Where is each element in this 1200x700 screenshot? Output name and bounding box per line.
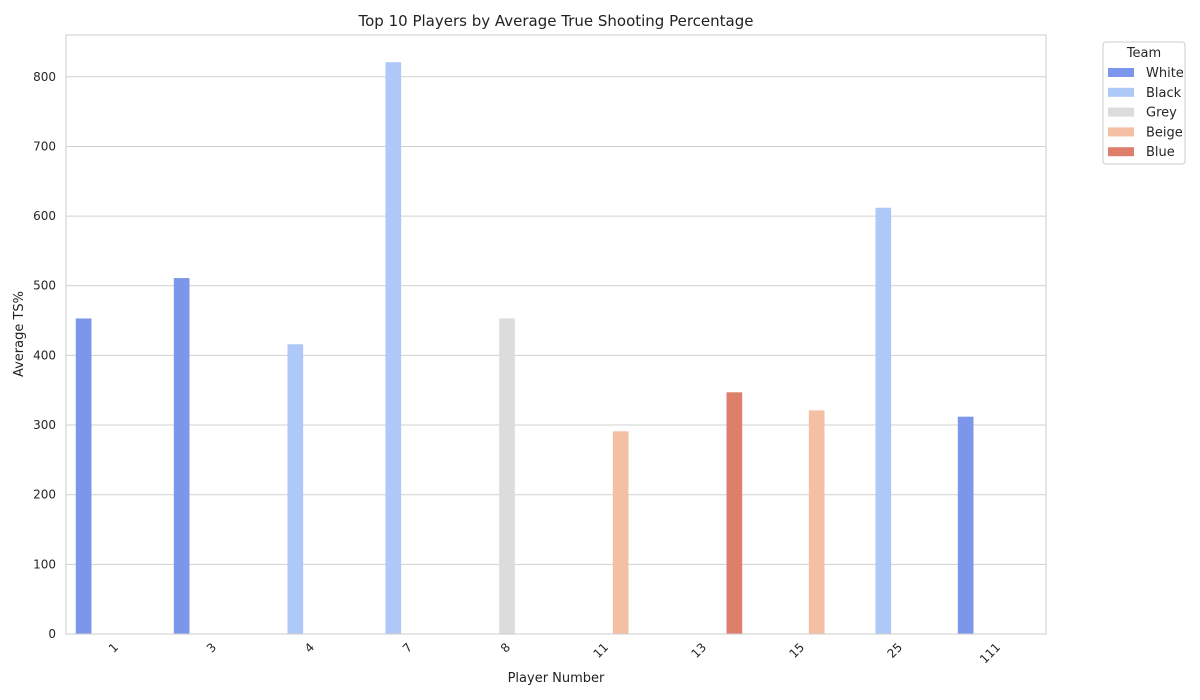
bar bbox=[726, 392, 743, 634]
legend-swatch bbox=[1108, 127, 1134, 137]
legend-entry: White bbox=[1146, 66, 1184, 81]
y-tick-label: 500 bbox=[33, 279, 56, 293]
bar bbox=[499, 318, 515, 634]
x-axis: 1 3 4 7 8 11 13 15 25 111 bbox=[106, 640, 1003, 666]
bar bbox=[385, 62, 402, 635]
legend-entry: Grey bbox=[1146, 106, 1177, 121]
legend-title: Team bbox=[1126, 46, 1161, 61]
y-tick-label: 0 bbox=[48, 627, 56, 641]
legend-entry: Blue bbox=[1146, 145, 1175, 160]
bar bbox=[612, 431, 629, 634]
bar bbox=[808, 410, 825, 634]
y-axis-label: Average TS% bbox=[12, 291, 27, 377]
x-tick-label: 4 bbox=[302, 640, 317, 655]
bar bbox=[875, 207, 892, 635]
bars bbox=[75, 62, 974, 635]
plot-frame bbox=[65, 34, 1047, 635]
grid bbox=[66, 76, 1046, 565]
y-tick-label: 800 bbox=[33, 70, 56, 84]
y-tick-label: 200 bbox=[33, 488, 56, 502]
legend-entry: Black bbox=[1146, 86, 1182, 101]
x-tick-label: 3 bbox=[204, 640, 219, 655]
x-axis-label: Player Number bbox=[508, 671, 605, 686]
x-tick-label: 1 bbox=[106, 640, 121, 655]
y-tick-label: 100 bbox=[33, 557, 56, 571]
y-axis: 0 100 200 300 400 500 600 700 800 bbox=[33, 70, 56, 641]
bar bbox=[287, 344, 304, 634]
legend-entry: Beige bbox=[1146, 125, 1183, 140]
legend-swatch bbox=[1108, 147, 1134, 157]
x-tick-label: 13 bbox=[688, 640, 709, 661]
chart-title: Top 10 Players by Average True Shooting … bbox=[358, 12, 754, 30]
x-tick-label: 7 bbox=[400, 640, 415, 655]
y-tick-label: 600 bbox=[33, 209, 56, 223]
y-tick-label: 700 bbox=[33, 139, 56, 153]
x-tick-label: 15 bbox=[786, 640, 807, 661]
legend: Team White Black Grey Beige Blue bbox=[1102, 41, 1186, 165]
legend-swatch bbox=[1108, 68, 1134, 77]
x-tick-label: 11 bbox=[590, 640, 611, 661]
bar bbox=[957, 416, 974, 634]
x-tick-label: 8 bbox=[498, 640, 513, 655]
y-tick-label: 300 bbox=[33, 418, 56, 432]
y-tick-label: 400 bbox=[33, 348, 56, 362]
legend-swatch bbox=[1108, 107, 1134, 117]
bar bbox=[173, 278, 190, 634]
x-tick-label: 25 bbox=[884, 640, 905, 661]
x-tick-label: 111 bbox=[977, 640, 1003, 666]
legend-swatch bbox=[1108, 87, 1134, 97]
bar bbox=[75, 318, 92, 634]
